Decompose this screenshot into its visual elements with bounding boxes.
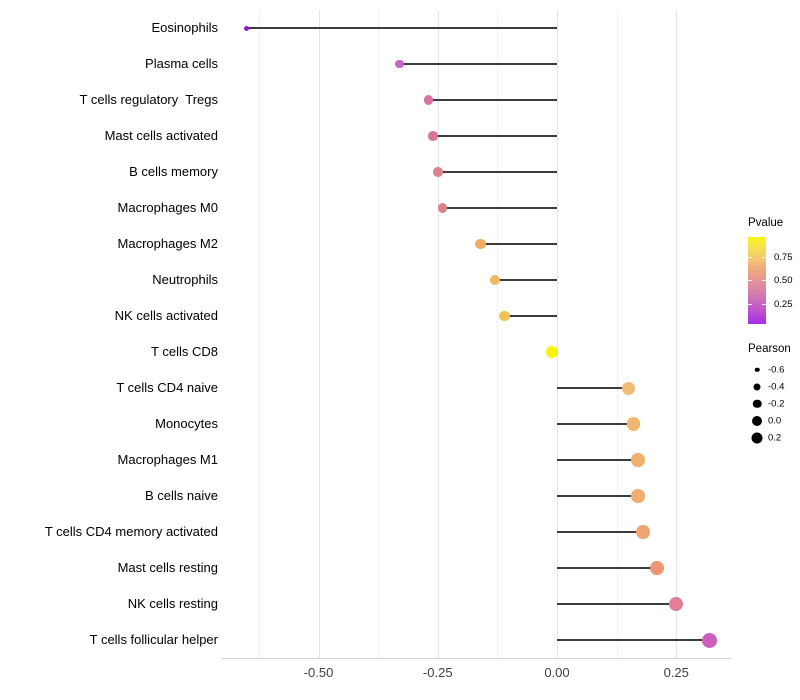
data-point-dot: [499, 310, 510, 322]
category-label: NK cells activated: [114, 308, 218, 323]
lollipop-stem: [557, 603, 677, 605]
data-point-dot: [702, 632, 718, 648]
lollipop-stem: [494, 279, 557, 281]
data-point-dot: [636, 525, 650, 539]
lollipop-stem: [442, 207, 557, 209]
pearson-legend-title: Pearson: [748, 343, 791, 355]
pvalue-color-legend: Pvalue 0.75 0.50 0.25: [746, 217, 798, 324]
category-label: Plasma cells: [145, 56, 218, 71]
pearson-legend-label: -0.4: [768, 381, 785, 392]
lollipop-stem: [504, 315, 557, 317]
major-gridline: [437, 10, 439, 658]
data-point-dot: [622, 381, 636, 395]
pearson-legend-entries: -0.6 -0.4 -0.2 0.0 0.2: [746, 361, 800, 446]
pearson-size-legend: Pearson -0.6 -0.4 -0.2 0.0 0.2: [746, 343, 800, 446]
minor-gridline: [616, 10, 618, 658]
lollipop-stem: [557, 495, 639, 497]
lollipop-stem: [437, 171, 557, 173]
major-gridline: [676, 10, 678, 658]
category-label: NK cells resting: [127, 596, 218, 611]
category-label: Neutrophils: [152, 272, 218, 287]
category-label: Eosinophils: [151, 20, 219, 35]
category-label: T cells CD4 naive: [116, 380, 218, 395]
category-label: T cells CD8: [151, 344, 218, 359]
category-label: B cells memory: [129, 164, 218, 179]
x-tick-label: -0.25: [422, 665, 453, 680]
pearson-legend-label: -0.6: [768, 364, 785, 375]
colorbar-tick-mark: [762, 303, 766, 305]
colorbar-tick-mark: [748, 280, 752, 282]
pvalue-colorbar: 0.75 0.50 0.25: [748, 237, 793, 324]
major-gridline: [318, 10, 320, 658]
category-label: Monocytes: [155, 416, 218, 431]
x-tick-label: 0.25: [663, 665, 689, 680]
lollipop-stem: [557, 423, 634, 425]
category-label: Macrophages M0: [117, 200, 218, 215]
data-point-dot: [428, 131, 438, 141]
pvalue-legend-title: Pvalue: [748, 217, 784, 229]
colorbar-tick-label: 0.75: [774, 252, 793, 264]
category-label: Mast cells resting: [117, 560, 218, 575]
lollipop-stem: [428, 99, 557, 101]
category-label: T cells CD4 memory activated: [44, 524, 218, 539]
data-point-dot: [669, 596, 684, 612]
pearson-legend-entry: -0.4: [746, 378, 800, 395]
pearson-legend-label: 0.0: [768, 415, 782, 426]
minor-gridline: [258, 10, 260, 658]
data-point-dot: [489, 274, 501, 286]
category-label: T cells regulatory Tregs: [79, 92, 218, 107]
pearson-legend-entry: 0.2: [746, 429, 800, 446]
data-point-dot: [395, 59, 404, 69]
category-label: Macrophages M2: [117, 236, 218, 251]
pearson-legend-entry: -0.2: [746, 395, 800, 412]
lollipop-stem: [557, 567, 658, 569]
colorbar-tick-mark: [762, 257, 766, 259]
pearson-legend-entry: 0.0: [746, 412, 800, 429]
pearson-legend-label: -0.2: [768, 398, 785, 409]
colorbar-tick-mark: [748, 257, 752, 259]
pearson-legend-dot: [754, 367, 760, 372]
category-label: Mast cells activated: [104, 128, 218, 143]
colorbar-tick-mark: [762, 280, 766, 282]
minor-gridline: [378, 10, 380, 658]
data-point-dot: [475, 238, 486, 250]
category-label: T cells follicular helper: [89, 632, 218, 647]
major-gridline: [557, 10, 558, 658]
data-point-dot: [631, 489, 645, 503]
colorbar-tick-label: 0.25: [774, 298, 793, 310]
category-label: Macrophages M1: [117, 452, 218, 467]
lollipop-stem: [480, 243, 557, 245]
pearson-legend-dot: [752, 399, 762, 408]
colorbar-tick-label: 0.50: [774, 275, 793, 287]
data-point-dot: [433, 167, 443, 177]
data-point-dot: [244, 25, 250, 31]
colorbar-tick-mark: [748, 303, 752, 305]
x-tick-label: -0.50: [303, 665, 334, 680]
lollipop-stem: [557, 639, 710, 641]
lollipop-stem: [557, 459, 639, 461]
data-point-dot: [650, 561, 664, 575]
lollipop-stem: [557, 387, 629, 389]
data-point-dot: [626, 417, 640, 431]
lollipop-stem: [432, 135, 557, 137]
lollipop-stem: [557, 531, 643, 533]
data-point-dot: [631, 453, 645, 467]
pearson-legend-entry: -0.6: [746, 361, 800, 378]
plot-panel: [222, 10, 731, 659]
category-label: B cells naive: [145, 488, 218, 503]
pearson-legend-dot: [751, 432, 763, 443]
lollipop-stem: [246, 27, 557, 29]
data-point-dot: [546, 345, 559, 359]
minor-gridline: [497, 10, 499, 658]
data-point-dot: [423, 95, 433, 105]
pearson-legend-dot: [752, 415, 762, 426]
pearson-legend-label: 0.2: [768, 432, 782, 443]
lollipop-stem: [399, 63, 557, 65]
data-point-dot: [437, 203, 448, 213]
pearson-legend-dot: [753, 383, 761, 390]
x-tick-label: 0.00: [544, 665, 570, 680]
